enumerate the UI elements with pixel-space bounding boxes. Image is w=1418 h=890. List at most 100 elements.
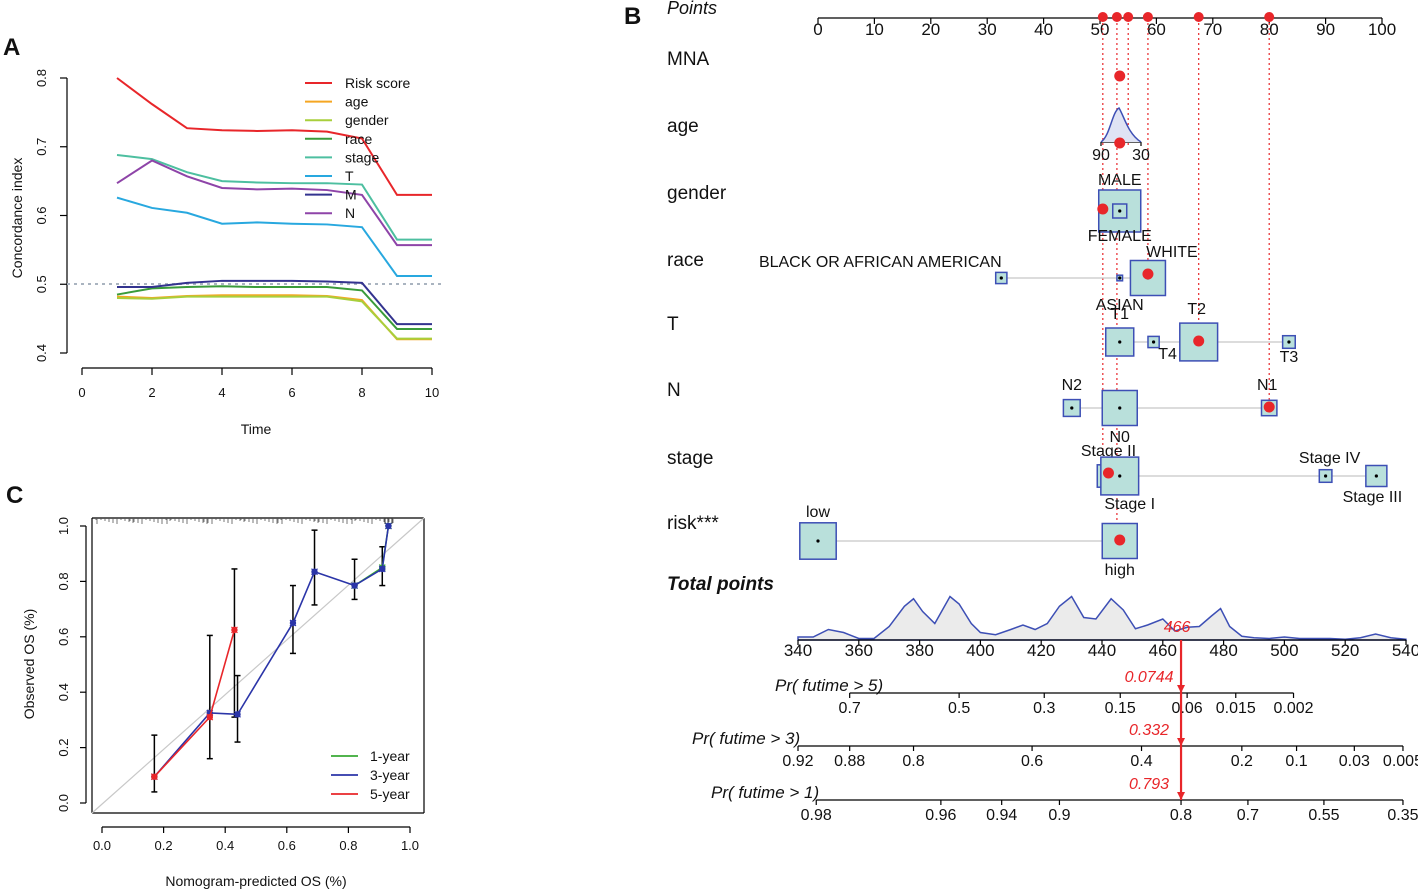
b-prob-tick-label: 0.6	[1021, 753, 1043, 770]
a-x-tick-label: 0	[78, 385, 85, 400]
a-y-label: Concordance index	[9, 158, 25, 279]
b-points-tick-label: 90	[1316, 20, 1335, 39]
b-variable-label: gender	[667, 183, 727, 204]
b-total-selected-label: 466	[1164, 619, 1191, 636]
a-lines	[116, 77, 432, 341]
b-variable-marker	[1263, 401, 1275, 413]
b-level-dot	[1151, 340, 1156, 344]
b-level-label: high	[1105, 562, 1135, 579]
a-legend-label: N	[345, 205, 355, 221]
b-total-tick-label: 520	[1331, 641, 1359, 660]
b-total-tick-label: 380	[905, 641, 933, 660]
panel-label-b: B	[624, 3, 641, 30]
b-prob-tick-label: 0.002	[1273, 700, 1313, 717]
b-prob-tick-label: 0.015	[1216, 700, 1256, 717]
b-variables: MNA age 90 30 gender MALE FEMALE race BLACK OR A…	[667, 18, 1402, 579]
c-y-tick-label: 0.8	[56, 572, 71, 590]
b-variable-label: T	[667, 314, 679, 335]
a-series-line-age	[116, 294, 432, 341]
b-level-label: T3	[1280, 349, 1299, 366]
c-series-cross	[206, 713, 214, 721]
b-prob-label: Pr( futime > 3)	[692, 729, 800, 748]
a-series-line-n	[116, 159, 432, 247]
b-selected-arrow	[1177, 685, 1186, 693]
b-total-tick-label: 340	[784, 641, 812, 660]
a-series-line-stage	[116, 154, 432, 241]
b-variable-marker	[1193, 335, 1205, 347]
b-total-points: Total points	[667, 574, 774, 595]
b-prob-label: Pr( futime > 1)	[711, 783, 819, 802]
b-level-label: low	[806, 504, 830, 521]
b-prob-tick-label: 0.3	[1033, 700, 1055, 717]
b-level-label: Stage I	[1104, 496, 1155, 513]
b-level-label: WHITE	[1146, 244, 1198, 261]
b-variable-risk: risk*** low high	[667, 504, 1138, 579]
b-prob-tick-label: 0.55	[1308, 807, 1339, 824]
c-series-cross	[234, 710, 241, 718]
b-points-tick-label: 0	[813, 20, 822, 39]
b-variable-marker	[1114, 70, 1126, 82]
c-rug	[95, 518, 394, 527]
b-points-marker	[1111, 12, 1122, 22]
b-points-tick-label: 10	[865, 20, 884, 39]
b-points-marker	[1142, 12, 1153, 22]
b-level-dot	[816, 539, 820, 543]
chart-a: Concordance index Time 0 2 4 6 8 100.40.50.60…	[9, 69, 445, 437]
b-points-tick-label: 60	[1147, 20, 1166, 39]
b-prob-selected: 0.793	[1129, 776, 1169, 793]
c-y-tick-label: 0.6	[56, 628, 71, 646]
b-points-tick-label: 30	[978, 20, 997, 39]
b-level-label: T1	[1110, 306, 1129, 323]
b-variable-n: N N2 N0 N1	[667, 377, 1278, 446]
b-variable-label: stage	[667, 448, 713, 469]
c-series-cross	[289, 619, 297, 627]
b-prob-tick-label: 0.96	[925, 807, 956, 824]
b-prob-tick-label: 0.06	[1172, 700, 1203, 717]
b-prob-tick-label: 0.7	[1237, 807, 1259, 824]
a-legend-label: gender	[345, 112, 389, 128]
c-series-cross	[231, 626, 238, 634]
b-total-tick-label: 360	[845, 641, 873, 660]
b-points-tick-label: 50	[1091, 20, 1110, 39]
c-series-cross	[150, 773, 158, 781]
a-legend-label: stage	[345, 149, 379, 165]
a-legend-label: age	[345, 94, 369, 110]
b-prob-tick-label: 0.88	[834, 753, 865, 770]
b-level-dot	[1118, 474, 1122, 478]
b-points-marker	[1123, 12, 1134, 22]
b-total-tick-label: 460	[1149, 641, 1177, 660]
b-total-tick-label: 420	[1027, 641, 1055, 660]
b-variable-label: MNA	[667, 49, 710, 70]
c-y-label: Observed OS (%)	[21, 609, 37, 719]
b-variable-marker	[1142, 268, 1154, 280]
b-age-tick-label: 90	[1092, 147, 1110, 164]
b-total-tick-label: 400	[966, 641, 994, 660]
b-selected-arrow	[1177, 738, 1186, 746]
a-series-line-race	[116, 285, 432, 330]
b-level-label: N2	[1062, 377, 1083, 394]
a-y-tick-label: 0.6	[34, 206, 49, 224]
a-series-line-risk-score	[116, 77, 432, 196]
b-level-label: MALE	[1098, 172, 1142, 189]
b-variable-t: T T1 T4 T2 T3	[667, 301, 1298, 366]
a-x-tick-label: 8	[358, 385, 365, 400]
a-y-tick-label: 0.5	[34, 275, 49, 293]
panel-label-c: C	[6, 482, 23, 509]
b-variable-label: risk***	[667, 513, 719, 534]
a-legend-label: T	[345, 168, 354, 184]
b-points-ticks: 0 10 20 30 40 50 60 70 80 90 100	[813, 18, 1396, 39]
b-prob-tick-label: 0.35	[1387, 807, 1418, 824]
b-age-tick-label: 30	[1132, 147, 1150, 164]
c-series-cross	[385, 522, 392, 530]
b-points-tick-label: 70	[1203, 20, 1222, 39]
chart-c-calibration: Observed OS (%) Nomogram-predicted OS (%…	[21, 517, 425, 889]
c-x-tick-label: 0.4	[216, 838, 234, 853]
c-ideal-line	[91, 517, 425, 814]
a-x-tick-label: 4	[218, 385, 225, 400]
c-y-tick-label: 1.0	[56, 517, 71, 535]
a-series-line-gender	[116, 295, 432, 340]
b-variable-label: race	[667, 250, 704, 271]
c-series-line-3-year	[153, 525, 390, 778]
b-total-tick-label: 440	[1088, 641, 1116, 660]
